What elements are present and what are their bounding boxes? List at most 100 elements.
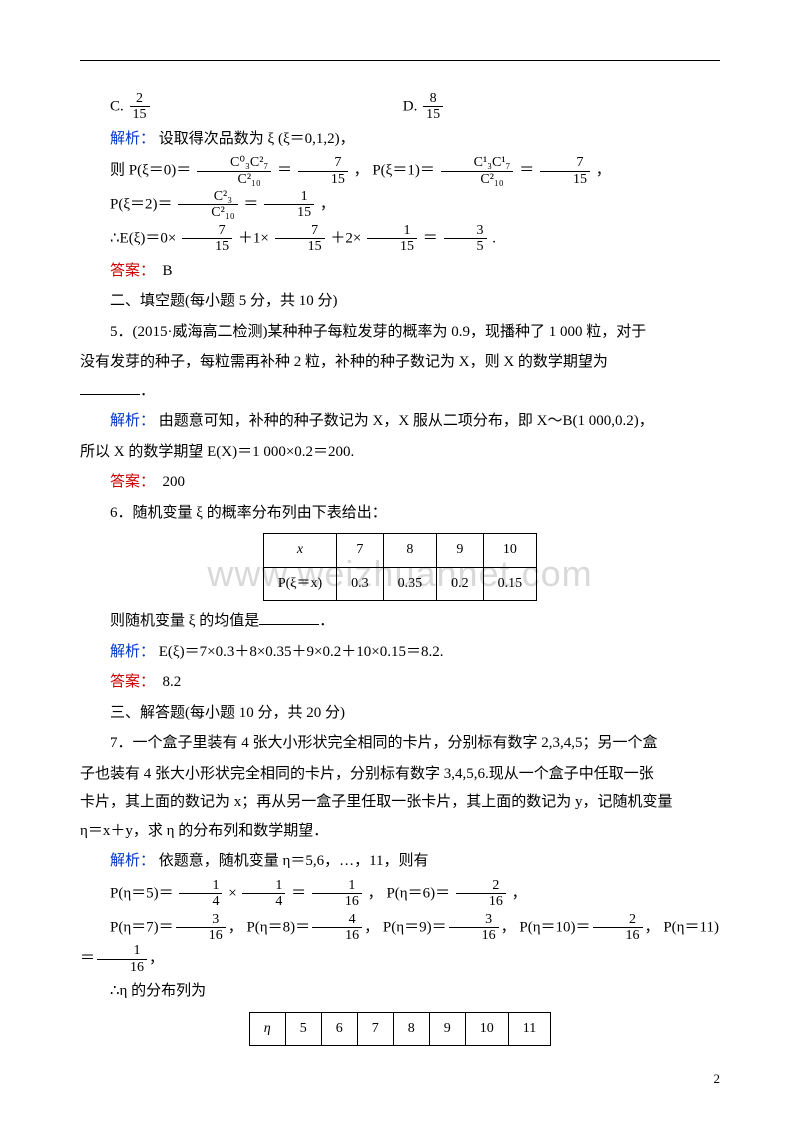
td-02: 0.2 <box>437 567 484 601</box>
p5-f3: 116 <box>312 878 362 910</box>
jx5a: 由题意可知，补种的种子数记为 X，X 服从二项分布，即 X～B(1 000,0.… <box>159 413 654 429</box>
section-2: 二、填空题(每小题 5 分，共 10 分) <box>80 287 720 316</box>
table-q7: η 5 6 7 8 9 10 11 <box>249 1012 551 1047</box>
p7-f: 316 <box>176 912 226 944</box>
p5-pre: P(η＝5)＝ <box>110 885 174 901</box>
exp-f4: 35 <box>444 223 487 255</box>
exp-post: . <box>492 230 496 246</box>
td-015: 0.15 <box>483 567 537 601</box>
jx5b: 所以 X 的数学期望 E(X)＝1 000×0.2＝200. <box>80 438 720 467</box>
q6b: 则随机变量 ξ 的均值是． <box>80 607 720 636</box>
p5-f2: 14 <box>242 878 285 910</box>
p2-post: ， <box>320 196 335 212</box>
q5-line2: 没有发芽的种子，每粒需再补种 2 粒，补种的种子数记为 X，则 X 的数学期望为 <box>80 348 720 377</box>
exp-pre: ∴E(ξ)＝0× <box>110 230 176 246</box>
th-10: 10 <box>483 534 537 568</box>
p6-f: 216 <box>456 878 506 910</box>
p11-f: 116 <box>97 943 147 975</box>
analysis-6: 解析： E(ξ)＝7×0.3＋8×0.35＋9×0.2＋10×0.15＝8.2. <box>80 638 720 667</box>
p9-pre: P(η＝9)＝ <box>383 919 447 935</box>
p7-pre: P(η＝7)＝ <box>110 919 174 935</box>
th-6: 6 <box>321 1012 357 1046</box>
p2-f1: C²₃C²₁₀ <box>178 189 237 221</box>
answer-label-6: 答案： <box>110 674 155 690</box>
option-c-label: C. <box>110 98 124 114</box>
p11-post: ， <box>149 951 164 967</box>
p10-f: 216 <box>593 912 643 944</box>
p0-eq: ＝ <box>277 163 292 179</box>
exp-m3: ＝ <box>423 230 438 246</box>
q6b-text: 则随机变量 ξ 的均值是 <box>110 613 259 629</box>
p1-post: ， <box>596 163 611 179</box>
page-content: C. 215 D. 815 解析： 设取得次品数为 ξ (ξ＝0,1,2)， 则… <box>80 91 720 1046</box>
th-7: 7 <box>337 534 384 568</box>
exp-m1: ＋1× <box>238 230 269 246</box>
p8-pre: P(η＝8)＝ <box>246 919 310 935</box>
th-10b: 10 <box>465 1012 508 1046</box>
th-eta: η <box>249 1012 285 1046</box>
q7d: η＝x＋y，求 η 的分布列和数学期望． <box>80 817 720 846</box>
exp-m2: ＋2× <box>330 230 361 246</box>
p2-eq: ＝ <box>243 196 258 212</box>
answer-label: 答案： <box>110 263 155 279</box>
table-row: P(ξ＝x) 0.3 0.35 0.2 0.15 <box>263 567 536 601</box>
analysis-4-text: 设取得次品数为 ξ (ξ＝0,1,2)， <box>159 131 355 147</box>
p5-post: ， <box>368 885 387 901</box>
p5-f1: 14 <box>179 878 222 910</box>
p-xi-0-1: 则 P(ξ＝0)＝ C⁰₃C²₇C²₁₀ ＝ 715 ， P(ξ＝1)＝ C¹₃… <box>80 155 720 187</box>
p5-eq: ＝ <box>291 885 306 901</box>
option-d-label: D. <box>403 98 418 114</box>
top-rule <box>80 60 720 61</box>
e-xi: ∴E(ξ)＝0× 715 ＋1× 715 ＋2× 115 ＝ 35 . <box>80 223 720 255</box>
answer-6: 答案： 8.2 <box>80 668 720 697</box>
p1-eq: ＝ <box>519 163 534 179</box>
table-q6: x 7 8 9 10 P(ξ＝x) 0.3 0.35 0.2 0.15 <box>263 533 537 601</box>
th-11: 11 <box>508 1012 550 1046</box>
th-5: 5 <box>285 1012 321 1046</box>
analysis-label-6: 解析： <box>110 644 155 660</box>
p5-mid: × <box>228 885 240 901</box>
analysis-7: 解析： 依题意，随机变量 η＝5,6，…，11，则有 <box>80 847 720 876</box>
p-xi-2: P(ξ＝2)＝ C²₃C²₁₀ ＝ 115 ， <box>80 189 720 221</box>
p-eta-5-6: P(η＝5)＝ 14 × 14 ＝ 116 ， P(η＝6)＝ 216 ， <box>80 878 720 910</box>
p2-pre: P(ξ＝2)＝ <box>110 196 173 212</box>
exp-f3: 115 <box>367 223 417 255</box>
page-number: 2 <box>714 1067 721 1092</box>
td-p: P(ξ＝x) <box>263 567 336 601</box>
answer-5: 答案： 200 <box>80 468 720 497</box>
q5-blank: ． <box>80 377 720 406</box>
p10-post: ， <box>645 919 664 935</box>
answer-6-text: 8.2 <box>163 674 182 690</box>
p6-post: ， <box>512 885 527 901</box>
p0-f2: 715 <box>298 155 348 187</box>
th-7b: 7 <box>357 1012 393 1046</box>
p1-pre: P(ξ＝1)＝ <box>372 163 435 179</box>
analysis-label: 解析： <box>110 131 155 147</box>
q6: 6．随机变量 ξ 的概率分布列由下表给出： <box>80 499 720 528</box>
jx6: E(ξ)＝7×0.3＋8×0.35＋9×0.2＋10×0.15＝8.2. <box>159 644 444 660</box>
th-8b: 8 <box>393 1012 429 1046</box>
p1-f1: C¹₃C¹₇C²₁₀ <box>441 155 514 187</box>
q5-line1: 5．(2015·威海高二检测)某种种子每粒发芽的概率为 0.9，现播种了 1 0… <box>80 318 720 347</box>
p8-f: 416 <box>312 912 362 944</box>
p2-f2: 115 <box>264 189 314 221</box>
then-label: 则 <box>110 163 129 179</box>
option-c: C. 215 <box>110 91 403 123</box>
dist-label: ∴η 的分布列为 <box>80 977 720 1006</box>
p0-f1: C⁰₃C²₇C²₁₀ <box>197 155 271 187</box>
p0-post: ， <box>354 163 373 179</box>
q7b: 子也装有 4 张大小形状完全相同的卡片，分别标有数字 3,4,5,6.现从一个盒… <box>80 760 720 789</box>
p-eta-7-11: P(η＝7)＝316， P(η＝8)＝416， P(η＝9)＝316， P(η＝… <box>80 912 720 976</box>
p7-post: ， <box>228 919 247 935</box>
p0-pre: P(ξ＝0)＝ <box>129 163 192 179</box>
option-c-frac: 215 <box>130 91 150 123</box>
table-row: x 7 8 9 10 <box>263 534 536 568</box>
answer-5-text: 200 <box>163 474 186 490</box>
p9-post: ， <box>501 919 520 935</box>
option-d-frac: 815 <box>423 91 443 123</box>
td-03: 0.3 <box>337 567 384 601</box>
q7a: 7．一个盒子里装有 4 张大小形状完全相同的卡片，分别标有数字 2,3,4,5；… <box>80 729 720 758</box>
jx7: 依题意，随机变量 η＝5,6，…，11，则有 <box>159 853 429 869</box>
answer-4: 答案： B <box>80 257 720 286</box>
blank-underline-6 <box>259 624 319 625</box>
